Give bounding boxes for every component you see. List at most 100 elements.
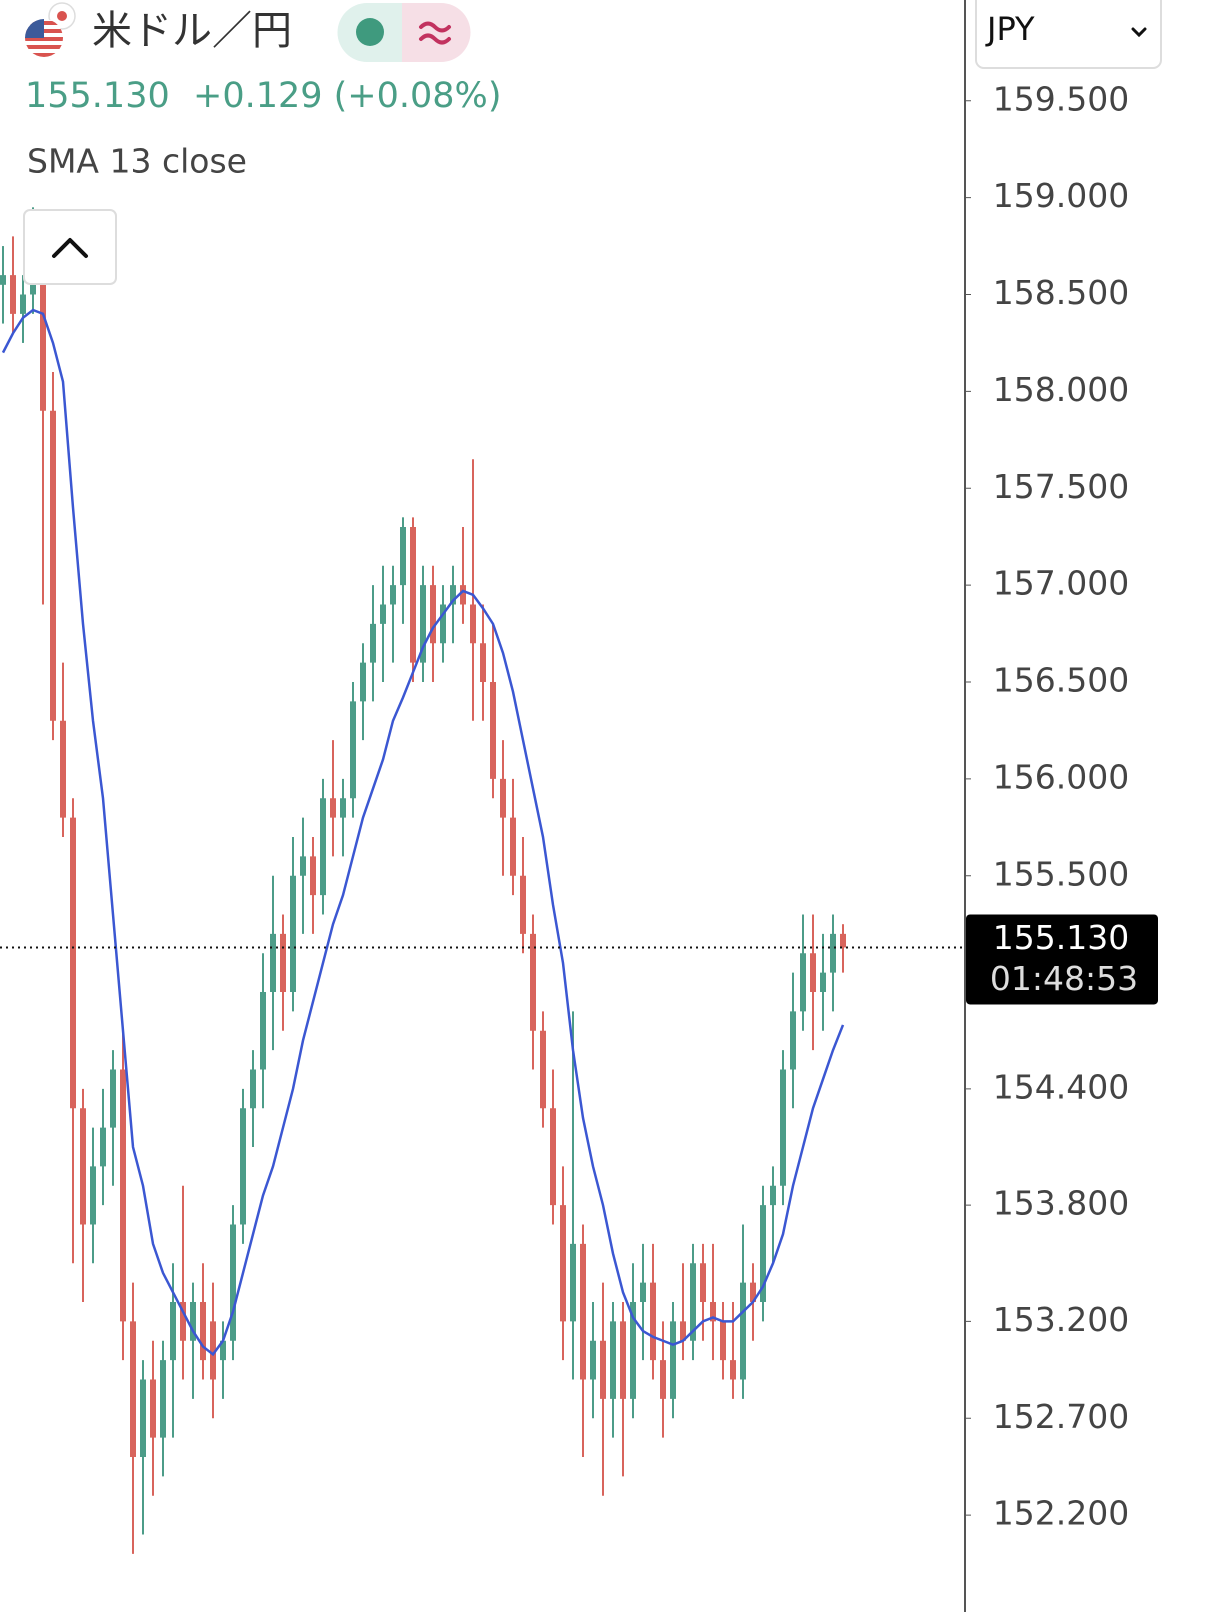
candle-body	[550, 1108, 556, 1206]
candle-body	[440, 604, 446, 644]
candle-body	[500, 778, 506, 818]
candle-body	[830, 933, 836, 973]
candle-body	[610, 1321, 616, 1399]
y-tick-label: 153.200	[993, 1300, 1129, 1339]
y-tick-label: 154.400	[993, 1067, 1129, 1106]
candle-body	[720, 1321, 726, 1361]
candle-body	[370, 623, 376, 663]
candle-body	[620, 1321, 626, 1399]
candle-body	[80, 1108, 86, 1225]
candle-body	[770, 1185, 776, 1206]
candle-body	[650, 1282, 656, 1361]
y-tick-label: 153.800	[993, 1184, 1129, 1223]
candle-body	[270, 933, 276, 992]
candle-body	[430, 585, 436, 644]
price-axis: 159.500 159.000 158.500 158.000 157.500 157.0…	[965, 79, 1129, 1533]
candle-body	[130, 1321, 136, 1457]
last-price-label: 155.130	[993, 918, 1129, 957]
candle-body	[750, 1282, 756, 1302]
candle-body	[600, 1340, 606, 1399]
y-tick-label: 157.500	[993, 467, 1129, 506]
candle-body	[70, 817, 76, 1109]
candle-body	[330, 798, 336, 818]
candle-body	[680, 1321, 686, 1341]
candle-body	[690, 1263, 696, 1341]
y-tick-label: 158.000	[993, 370, 1129, 409]
symbol-icon	[25, 2, 76, 57]
candle-body	[230, 1224, 236, 1341]
candle-body	[630, 1302, 636, 1399]
candle-body	[290, 875, 296, 992]
candle-body	[790, 1011, 796, 1070]
candle-body	[120, 1069, 126, 1322]
candle-body	[520, 875, 526, 934]
candle-body	[380, 604, 386, 624]
candle-body	[0, 275, 6, 285]
candle-body	[160, 1360, 166, 1438]
candle-body	[310, 856, 316, 896]
candle-body	[660, 1360, 666, 1399]
candle-body	[490, 682, 496, 779]
candle-body	[250, 1069, 256, 1109]
candle-body	[450, 585, 456, 605]
candle-body	[300, 856, 306, 876]
candle-body	[360, 662, 366, 702]
candle-body	[350, 701, 356, 799]
candle-body	[540, 1030, 546, 1109]
y-tick-label: 159.500	[993, 79, 1129, 118]
sma-line	[1, 308, 845, 1357]
candle-body	[460, 585, 466, 605]
header-price: 155.130	[25, 76, 170, 116]
candle-body	[420, 585, 426, 663]
candle-body	[320, 798, 326, 896]
candle-body	[800, 953, 806, 1012]
currency-label: JPY	[985, 10, 1035, 48]
y-tick-label: 155.500	[993, 854, 1129, 893]
indicator-label: SMA 13 close	[27, 142, 247, 181]
candle-body	[220, 1340, 226, 1361]
candle-body	[840, 933, 846, 948]
y-tick-label: 158.500	[993, 273, 1129, 312]
candle-body	[100, 1127, 106, 1167]
candle-body	[150, 1379, 156, 1438]
candle-body	[820, 972, 826, 992]
currency-dropdown[interactable]: JPY	[975, 0, 1162, 69]
plot-area	[0, 207, 963, 1554]
candle-body	[700, 1263, 706, 1302]
candle-body	[640, 1282, 646, 1302]
y-tick-label: 156.500	[993, 661, 1129, 700]
candle-body	[40, 255, 46, 411]
candle-body	[560, 1205, 566, 1322]
candle-body	[140, 1379, 146, 1457]
candle-body	[90, 1166, 96, 1225]
candle-body	[570, 1243, 576, 1322]
candle-body	[590, 1340, 596, 1380]
candle-body	[710, 1302, 716, 1322]
y-tick-label: 152.700	[993, 1397, 1129, 1436]
candle-body	[280, 933, 286, 992]
candle-body	[390, 585, 396, 605]
candle-body	[110, 1069, 116, 1128]
candle-body	[810, 953, 816, 992]
candle-body	[530, 933, 536, 1031]
y-tick-label: 159.000	[993, 176, 1129, 215]
y-tick-label: 152.200	[993, 1494, 1129, 1533]
candle-body	[210, 1321, 216, 1380]
symbol-title: 米ドル／円	[92, 8, 292, 54]
candle-body	[470, 604, 476, 644]
candle-body	[400, 527, 406, 586]
candle-body	[340, 798, 346, 818]
candle-body	[20, 294, 26, 314]
candle-body	[760, 1205, 766, 1302]
collapse-button[interactable]	[23, 209, 117, 285]
candle-body	[180, 1302, 186, 1341]
candle-body	[50, 410, 56, 721]
header-change: +0.129 (+0.08%)	[193, 76, 501, 116]
candle-body	[780, 1069, 786, 1186]
countdown-label: 01:48:53	[990, 959, 1138, 998]
candle-body	[510, 817, 516, 876]
candle-body	[580, 1243, 586, 1380]
candle-body	[670, 1321, 676, 1399]
candle-body	[240, 1108, 246, 1225]
